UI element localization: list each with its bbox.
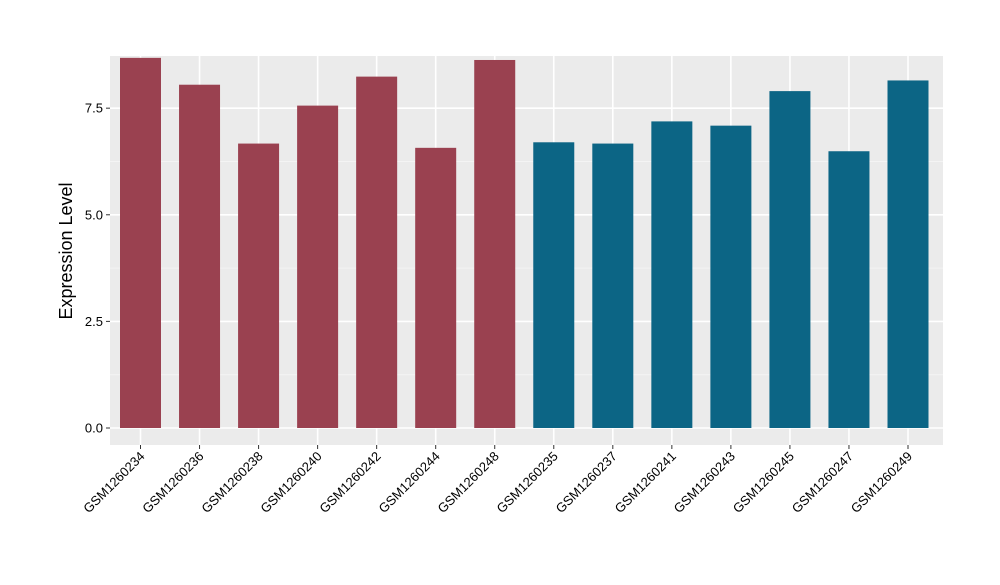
x-tick-label: GSM1260244 bbox=[375, 449, 442, 516]
bar bbox=[651, 121, 693, 428]
bar bbox=[238, 143, 280, 429]
x-tick-label: GSM1260237 bbox=[553, 449, 620, 516]
x-tick-label: GSM1260245 bbox=[730, 449, 797, 516]
y-tick-label: 7.5 bbox=[85, 101, 103, 116]
bar bbox=[179, 84, 221, 429]
x-tick-label: GSM1260240 bbox=[257, 449, 324, 516]
plot-panel bbox=[110, 56, 943, 445]
x-tick-label: GSM1260242 bbox=[316, 449, 383, 516]
bar bbox=[415, 147, 457, 428]
bar bbox=[710, 125, 752, 429]
x-axis: GSM1260234GSM1260236GSM1260238GSM1260240… bbox=[80, 445, 915, 516]
x-tick-label: GSM1260247 bbox=[789, 449, 856, 516]
bar bbox=[297, 105, 339, 428]
x-tick-label: GSM1260249 bbox=[848, 449, 915, 516]
y-tick-label: 5.0 bbox=[85, 207, 103, 222]
bar bbox=[533, 142, 575, 428]
y-tick-label: 0.0 bbox=[85, 421, 103, 436]
y-axis-title: Expression Level bbox=[56, 182, 76, 319]
x-tick-label: GSM1260234 bbox=[80, 449, 147, 516]
y-tick-label: 2.5 bbox=[85, 314, 103, 329]
bar bbox=[474, 59, 516, 429]
x-tick-label: GSM1260241 bbox=[612, 449, 679, 516]
x-tick-label: GSM1260236 bbox=[139, 449, 206, 516]
bars bbox=[120, 57, 929, 429]
bar bbox=[769, 91, 811, 429]
x-tick-label: GSM1260238 bbox=[198, 449, 265, 516]
x-tick-label: GSM1260243 bbox=[671, 449, 738, 516]
x-tick-label: GSM1260235 bbox=[494, 449, 561, 516]
x-tick-label: GSM1260248 bbox=[435, 449, 502, 516]
bar bbox=[120, 57, 161, 428]
bar bbox=[356, 76, 398, 428]
y-axis: 0.0 2.5 5.0 7.5 bbox=[85, 101, 110, 436]
bar bbox=[887, 80, 929, 428]
bar bbox=[828, 151, 870, 428]
bar bbox=[592, 143, 634, 429]
